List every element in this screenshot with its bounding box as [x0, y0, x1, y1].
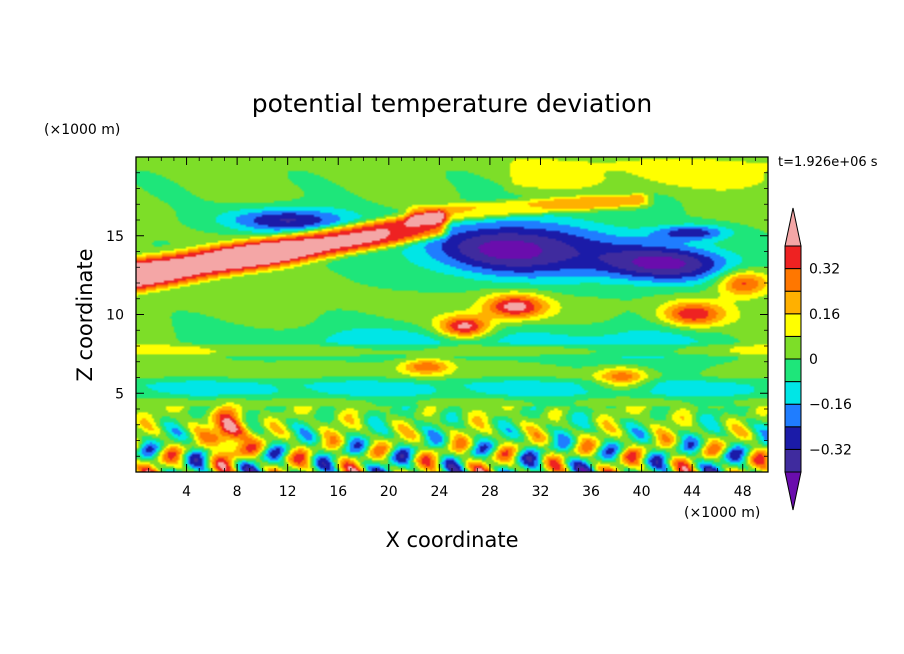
x-tick-label: 24 [430, 484, 448, 500]
x-tick-label: 36 [582, 484, 600, 500]
colorbar-label: 0.32 [809, 262, 840, 278]
x-tick-label: 16 [329, 484, 347, 500]
colorbar-segment [784, 245, 802, 270]
x-tick-label: 4 [182, 484, 191, 500]
colorbar-segment [784, 403, 802, 428]
x-tick-label: 48 [734, 484, 752, 500]
colorbar-segment [784, 268, 802, 292]
y-axis: 5 10 15 [106, 172, 768, 457]
contour-field [136, 157, 768, 472]
colorbar-segment [784, 448, 802, 473]
x-axis-label: X coordinate [385, 528, 518, 552]
colorbar-segment [784, 335, 802, 360]
x-axis: 4 8 12 16 20 24 28 32 36 40 44 48 [148, 157, 756, 500]
time-label: t=1.926e+06 s [778, 155, 878, 170]
y-tick-label: 10 [106, 308, 124, 324]
colorbar-segment [784, 290, 802, 315]
x-unit-label: (×1000 m) [684, 505, 760, 521]
y-axis-label: Z coordinate [73, 248, 97, 381]
chart-title: potential temperature deviation [252, 89, 652, 118]
colorbar-label: 0.16 [809, 307, 840, 323]
x-tick-label: 44 [683, 484, 701, 500]
y-tick-label: 15 [106, 229, 124, 245]
colorbar-label: 0 [809, 352, 818, 368]
colorbar-upper-extension [784, 207, 802, 247]
x-tick-label: 8 [233, 484, 242, 500]
x-tick-label: 28 [481, 484, 499, 500]
colorbar: −0.32 −0.16 0 0.16 0.32 [784, 207, 852, 511]
x-tick-label: 32 [532, 484, 550, 500]
colorbar-label: −0.32 [809, 442, 852, 458]
colorbar-segment [784, 358, 802, 383]
x-tick-label: 12 [279, 484, 297, 500]
colorbar-segment [784, 313, 802, 337]
y-unit-label: (×1000 m) [44, 122, 120, 138]
colorbar-lower-extension [784, 471, 802, 511]
colorbar-segment [784, 426, 802, 450]
y-tick-label: 5 [115, 386, 124, 402]
x-tick-label: 20 [380, 484, 398, 500]
colorbar-label: −0.16 [809, 397, 852, 413]
plot-area [135, 156, 769, 473]
x-tick-label: 40 [633, 484, 651, 500]
colorbar-segment [784, 381, 802, 405]
